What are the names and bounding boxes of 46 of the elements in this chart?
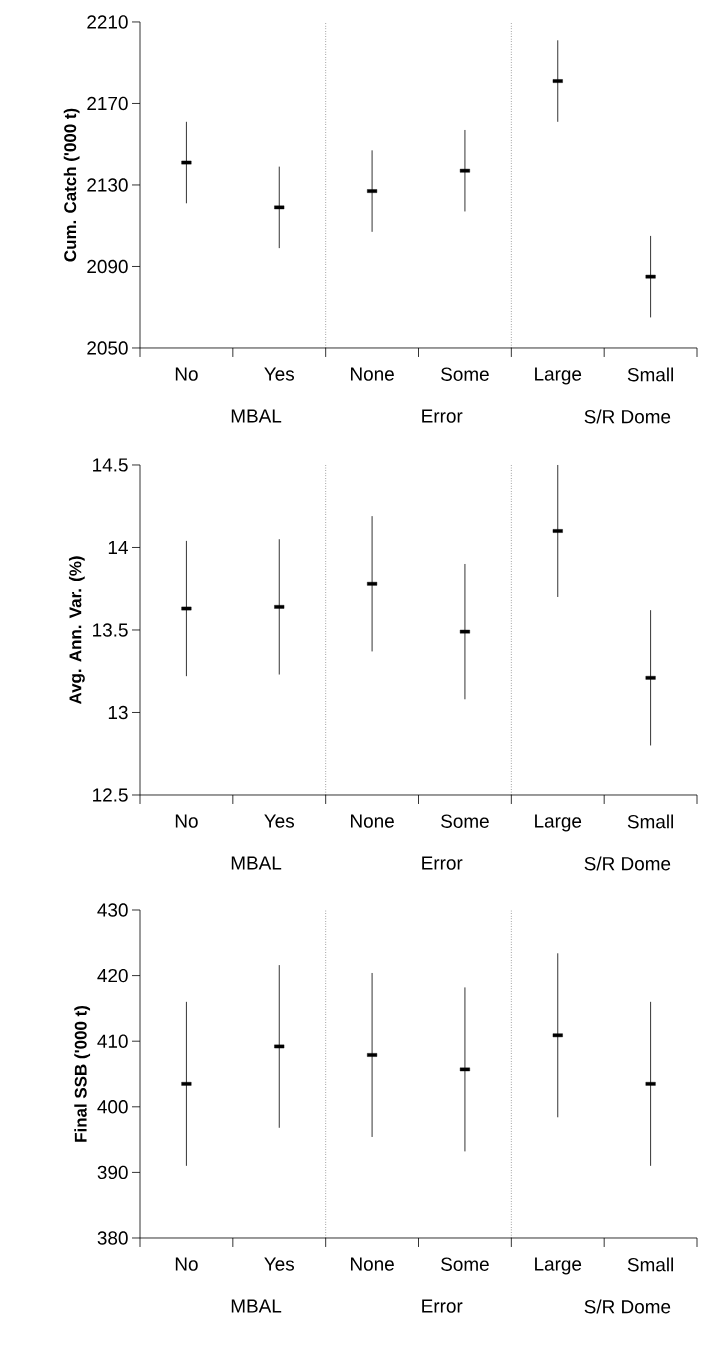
x-tick-label: Small — [627, 1257, 673, 1272]
x-tick-label: Small — [627, 367, 673, 382]
x-tick-label: Small — [627, 814, 673, 829]
x-tick-label: None — [351, 814, 394, 828]
y-tick-label: 430 — [97, 903, 128, 917]
text: S/R Dome — [584, 856, 671, 871]
x-tick-label: Yes — [264, 814, 295, 828]
x-tick-label: Yes — [264, 367, 295, 381]
x-tick-label: Some — [441, 367, 489, 381]
text: S/R Dome — [584, 1299, 671, 1314]
y-tick-label: 390 — [97, 1165, 128, 1180]
y-tick-label: 380 — [97, 1231, 128, 1245]
text: S/R Dome — [584, 409, 671, 424]
x-tick-label: None — [351, 1257, 394, 1271]
y-axis-title: Avg. Ann. Var. (%) — [68, 556, 85, 705]
y-tick-label: 2130 — [87, 178, 128, 192]
x-tick-label: Some — [441, 814, 489, 828]
text: Error — [422, 1299, 463, 1313]
y-tick-label: 13 — [108, 705, 128, 720]
x-tick-label: Large — [535, 814, 582, 832]
x-tick-label: Yes — [264, 1257, 295, 1271]
y-tick-label: 2090 — [87, 259, 128, 274]
y-tick-label: 400 — [97, 1100, 128, 1114]
y-tick-label: 420 — [97, 968, 128, 983]
y-tick-label: 2170 — [87, 96, 128, 111]
y-tick-label: 13.5 — [93, 623, 128, 637]
y-tick-label: 12.5 — [93, 788, 128, 802]
x-tick-label: Some — [441, 1257, 489, 1271]
text: Error — [422, 856, 463, 870]
y-axis-title: Cum. Catch ('000 t) — [63, 108, 80, 262]
x-tick-label: None — [351, 367, 394, 381]
y-tick-label: 2050 — [87, 341, 128, 355]
y-tick-label: 14 — [108, 540, 128, 554]
y-axis-title: Final SSB ('000 t) — [74, 1006, 91, 1142]
text: MBAL — [231, 856, 282, 870]
x-tick-label: No — [175, 1257, 198, 1271]
x-tick-label: Large — [535, 367, 582, 385]
text: Error — [422, 409, 463, 423]
y-tick-label: 2210 — [87, 15, 128, 29]
y-tick-label: 410 — [97, 1034, 128, 1048]
y-tick-label: 14.5 — [93, 458, 128, 472]
text: MBAL — [231, 409, 282, 423]
x-tick-label: Large — [535, 1257, 582, 1275]
text: MBAL — [231, 1299, 282, 1313]
x-tick-label: No — [175, 814, 198, 828]
x-tick-label: No — [175, 367, 198, 381]
